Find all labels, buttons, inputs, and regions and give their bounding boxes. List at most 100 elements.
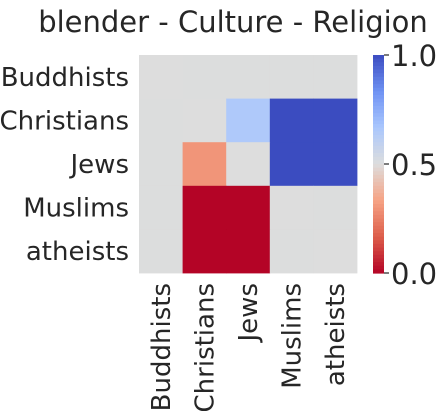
- column-labels: Buddhists Christians Jews Muslims atheists: [147, 283, 351, 412]
- colorbar-segment: [373, 105, 384, 111]
- column-label: Christians: [190, 283, 220, 412]
- heatmap-cell: [313, 55, 358, 99]
- colorbar-segment: [373, 113, 384, 118]
- colorbar-segment: [373, 131, 384, 136]
- colorbar-tick-label: 0.5: [391, 148, 437, 182]
- heatmap-cell: [313, 98, 358, 143]
- colorbar-segment: [373, 84, 384, 89]
- colorbar-segment: [373, 178, 384, 183]
- colorbar-segment: [373, 254, 384, 260]
- colorbar-segment: [373, 214, 384, 220]
- colorbar-segment: [373, 160, 384, 165]
- colorbar-segment: [373, 91, 384, 96]
- colorbar-segment: [373, 211, 384, 216]
- colorbar-segment: [373, 109, 384, 114]
- colorbar-segment: [373, 98, 384, 103]
- colorbar-segment: [373, 200, 384, 205]
- colorbar-segment: [373, 203, 384, 209]
- colorbar-segment: [373, 265, 384, 270]
- colorbar-segment: [373, 229, 384, 234]
- colorbar-segment: [373, 102, 384, 107]
- colorbar-segment: [373, 116, 384, 121]
- heatmap-cell: [182, 55, 227, 99]
- colorbar-segment: [373, 262, 384, 267]
- colorbar-segment: [373, 65, 384, 71]
- heatmap-cell: [269, 98, 314, 143]
- heatmap-cell: [182, 142, 227, 187]
- row-labels: Buddhists Christians Jews Muslims atheists: [0, 63, 129, 267]
- heatmap-cell: [269, 142, 314, 187]
- colorbar-segment: [373, 149, 384, 154]
- colorbar: 1.0 0.5 0.0: [373, 39, 437, 291]
- colorbar-segment: [373, 225, 384, 230]
- colorbar-segment: [373, 55, 384, 60]
- colorbar-tick-label: 0.0: [391, 257, 437, 291]
- heatmap-cell: [226, 98, 271, 143]
- colorbar-segment: [373, 258, 384, 263]
- colorbar-segment: [373, 134, 384, 140]
- colorbar-segment: [373, 138, 384, 143]
- colorbar-segment: [373, 76, 384, 82]
- colorbar-segment: [373, 58, 384, 63]
- colorbar-segment: [373, 120, 384, 125]
- heatmap-cell: [182, 229, 227, 274]
- column-label: Jews: [234, 283, 264, 343]
- colorbar-segment: [373, 189, 384, 194]
- heatmap-cell: [313, 229, 358, 274]
- colorbar-segment: [373, 142, 384, 147]
- heatmap-cell: [269, 229, 314, 274]
- colorbar-segment: [373, 127, 384, 132]
- heatmap-cell: [139, 98, 183, 143]
- heatmap-cell: [182, 98, 227, 143]
- chart-title: blender - Culture - Religion: [38, 5, 428, 39]
- row-label: Christians: [0, 106, 129, 136]
- colorbar-segment: [373, 218, 384, 223]
- colorbar-segment: [373, 236, 384, 241]
- colorbar-segment: [373, 182, 384, 187]
- heatmap-cell: [226, 185, 271, 230]
- row-label: Buddhists: [1, 63, 129, 93]
- colorbar-segment: [373, 164, 384, 169]
- colorbar-segment: [373, 62, 384, 67]
- heatmap-cell: [139, 142, 183, 187]
- heatmap-cell: [139, 229, 183, 274]
- colorbar-segment: [373, 247, 384, 252]
- colorbar-segment: [373, 80, 384, 85]
- colorbar-segment: [373, 251, 384, 256]
- colorbar-segment: [373, 269, 384, 274]
- colorbar-segment: [373, 233, 384, 238]
- heatmap-cell: [226, 142, 271, 187]
- colorbar-segment: [373, 69, 384, 74]
- colorbar-segment: [373, 167, 384, 172]
- colorbar-segment: [373, 87, 384, 92]
- row-label: atheists: [26, 237, 129, 267]
- colorbar-segment: [373, 222, 384, 227]
- colorbar-segment: [373, 153, 384, 158]
- row-label: Muslims: [23, 194, 129, 224]
- colorbar-segment: [373, 243, 384, 249]
- column-label: Buddhists: [147, 283, 177, 411]
- heatmap-cell: [139, 185, 183, 230]
- colorbar-segment: [373, 207, 384, 212]
- colorbar-segment: [373, 171, 384, 176]
- colorbar-segment: [373, 174, 384, 180]
- row-label: Jews: [69, 150, 129, 180]
- colorbar-segment: [373, 196, 384, 201]
- heatmap-cells: [139, 55, 358, 274]
- colorbar-segment: [373, 193, 384, 198]
- colorbar-segment: [373, 156, 384, 161]
- colorbar-segment: [373, 73, 384, 78]
- column-label: atheists: [321, 283, 351, 386]
- heatmap-cell: [313, 185, 358, 230]
- heatmap-cell: [313, 142, 358, 187]
- colorbar-tick-label: 1.0: [391, 39, 437, 73]
- heatmap-cell: [269, 55, 314, 99]
- colorbar-segment: [373, 145, 384, 151]
- colorbar-segment: [373, 124, 384, 129]
- colorbar-segment: [373, 185, 384, 191]
- heatmap-cell: [269, 185, 314, 230]
- heatmap-cell: [139, 55, 183, 99]
- heatmap-cell: [182, 185, 227, 230]
- heatmap-cell: [226, 55, 271, 99]
